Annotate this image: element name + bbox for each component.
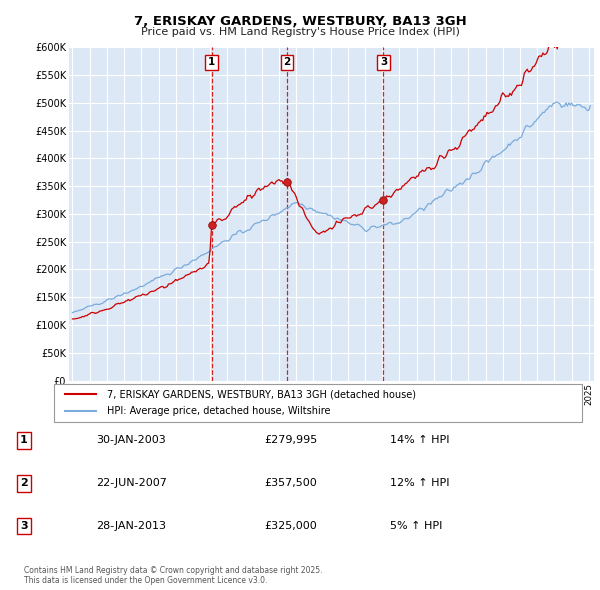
Text: 22-JUN-2007: 22-JUN-2007 <box>96 478 167 488</box>
Text: 2: 2 <box>20 478 28 488</box>
Text: 28-JAN-2013: 28-JAN-2013 <box>96 521 166 531</box>
FancyBboxPatch shape <box>54 384 582 422</box>
Text: £325,000: £325,000 <box>264 521 317 531</box>
Text: 12% ↑ HPI: 12% ↑ HPI <box>390 478 449 488</box>
Text: Price paid vs. HM Land Registry's House Price Index (HPI): Price paid vs. HM Land Registry's House … <box>140 27 460 37</box>
Text: 7, ERISKAY GARDENS, WESTBURY, BA13 3GH: 7, ERISKAY GARDENS, WESTBURY, BA13 3GH <box>134 15 466 28</box>
Text: £279,995: £279,995 <box>264 435 317 445</box>
Text: Contains HM Land Registry data © Crown copyright and database right 2025.
This d: Contains HM Land Registry data © Crown c… <box>24 566 323 585</box>
Text: 3: 3 <box>380 57 387 67</box>
Text: 14% ↑ HPI: 14% ↑ HPI <box>390 435 449 445</box>
Text: 30-JAN-2003: 30-JAN-2003 <box>96 435 166 445</box>
Text: 5% ↑ HPI: 5% ↑ HPI <box>390 521 442 531</box>
Text: 1: 1 <box>20 435 28 445</box>
Text: 1: 1 <box>208 57 215 67</box>
Text: 2: 2 <box>283 57 291 67</box>
Text: 3: 3 <box>20 521 28 531</box>
Text: 7, ERISKAY GARDENS, WESTBURY, BA13 3GH (detached house): 7, ERISKAY GARDENS, WESTBURY, BA13 3GH (… <box>107 389 416 399</box>
Text: £357,500: £357,500 <box>264 478 317 488</box>
Text: HPI: Average price, detached house, Wiltshire: HPI: Average price, detached house, Wilt… <box>107 406 331 416</box>
